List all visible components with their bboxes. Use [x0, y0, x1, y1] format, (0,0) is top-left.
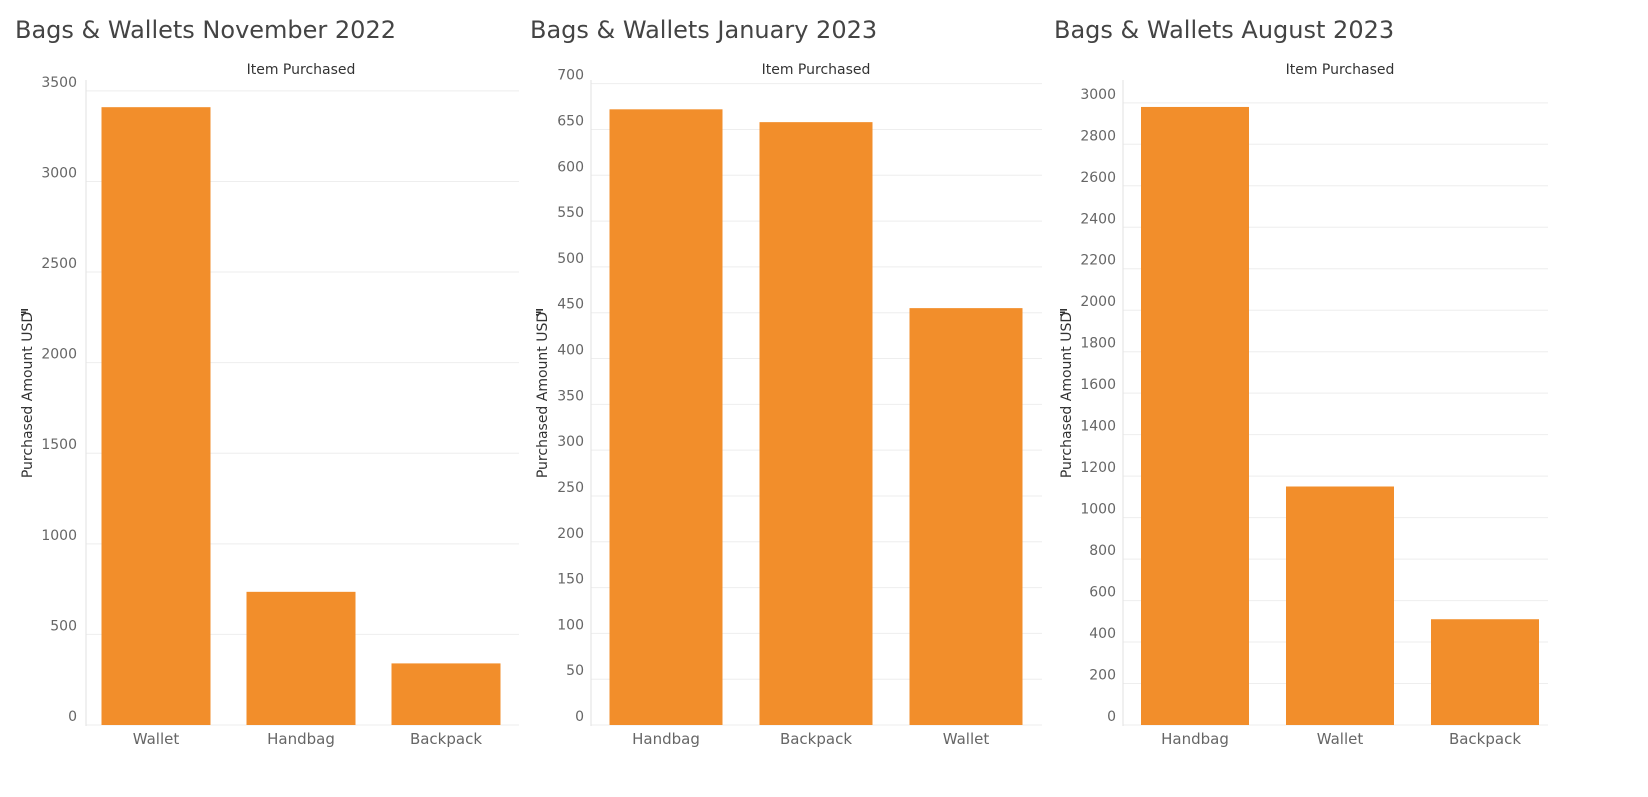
y-tick-label: 200 [557, 526, 584, 542]
y-tick-label: 450 [557, 297, 584, 313]
y-tick-label: 400 [557, 343, 584, 359]
x-category-label[interactable]: Handbag [1161, 730, 1229, 748]
y-tick-label: 1600 [1080, 377, 1116, 393]
bar-chart-nov-2022: 0 500 1000 1500 2000 2500 3000 3500 Wallet Handb… [20, 62, 519, 748]
y-tick-label: 500 [50, 618, 77, 634]
x-category-label[interactable]: Wallet [943, 730, 990, 748]
y-tick-label: 3500 [41, 75, 77, 91]
y-tick-label: 600 [557, 159, 584, 175]
x-category-label[interactable]: Wallet [133, 730, 180, 748]
bar-chart-aug-2023: 0 200 400 600 800 1000 1200 1400 1600 1800 2000 220… [1059, 62, 1548, 748]
bar-backpack[interactable] [1431, 619, 1539, 725]
y-tick-label: 50 [566, 663, 584, 679]
y-tick-label: 2000 [1080, 294, 1116, 310]
column-header[interactable]: Item Purchased [247, 62, 356, 78]
y-tick-label: 1000 [1080, 502, 1116, 518]
x-category-label[interactable]: Handbag [267, 730, 335, 748]
y-tick-label: 2600 [1080, 170, 1116, 186]
y-tick-label: 2000 [41, 347, 77, 363]
x-category-label[interactable]: Wallet [1317, 730, 1364, 748]
x-category-label[interactable]: Handbag [632, 730, 700, 748]
chart-title: Bags & Wallets August 2023 [1054, 16, 1395, 44]
sort-icon[interactable] [536, 309, 543, 316]
bar-chart-jan-2023: 0 50 100 150 200 250 300 350 400 450 500 550 600 650 7… [535, 62, 1042, 748]
y-tick-label: 0 [1107, 709, 1116, 725]
y-tick-label: 550 [557, 205, 584, 221]
y-tick-label: 700 [557, 68, 584, 84]
bar-handbag[interactable] [246, 591, 356, 725]
y-tick-label: 650 [557, 113, 584, 129]
bar-wallet[interactable] [101, 107, 211, 726]
chart-panel-nov-2022: Bags & Wallets November 2022 0 500 1000 150… [15, 0, 525, 797]
bar-handbag[interactable] [1141, 106, 1249, 725]
y-tick-label: 1200 [1080, 460, 1116, 476]
y-tick-label: 3000 [1080, 87, 1116, 103]
x-category-label[interactable]: Backpack [780, 730, 852, 748]
y-tick-label: 2400 [1080, 211, 1116, 227]
y-tick-label: 2200 [1080, 253, 1116, 269]
y-tick-label: 0 [68, 709, 77, 725]
chart-panel-aug-2023: Bags & Wallets August 2023 0 200 400 600 800… [1054, 0, 1548, 797]
y-tick-label: 100 [557, 617, 584, 633]
column-header[interactable]: Item Purchased [1286, 62, 1395, 78]
bar-backpack[interactable] [759, 122, 873, 725]
bar-wallet[interactable] [909, 308, 1023, 725]
chart-title: Bags & Wallets January 2023 [530, 16, 878, 44]
sort-icon[interactable] [21, 309, 28, 316]
y-tick-label: 0 [575, 709, 584, 725]
chart-title: Bags & Wallets November 2022 [15, 16, 396, 44]
x-category-label[interactable]: Backpack [410, 730, 482, 748]
bar-handbag[interactable] [609, 109, 723, 726]
column-header[interactable]: Item Purchased [762, 62, 871, 78]
y-tick-label: 500 [557, 251, 584, 267]
y-axis-label[interactable]: Purchased Amount USD [20, 312, 36, 478]
y-axis-label[interactable]: Purchased Amount USD [535, 312, 551, 478]
sort-icon[interactable] [1060, 309, 1067, 316]
bar-backpack[interactable] [391, 663, 501, 725]
chart-panel-jan-2023: Bags & Wallets January 2023 0 50 100 150 200… [530, 0, 1045, 797]
y-tick-label: 1500 [41, 437, 77, 453]
y-axis-label[interactable]: Purchased Amount USD [1059, 312, 1075, 478]
y-tick-label: 1400 [1080, 419, 1116, 435]
y-tick-label: 1800 [1080, 336, 1116, 352]
y-tick-label: 250 [557, 480, 584, 496]
y-tick-label: 350 [557, 388, 584, 404]
y-tick-label: 600 [1089, 585, 1116, 601]
y-tick-label: 200 [1089, 668, 1116, 684]
y-tick-label: 800 [1089, 543, 1116, 559]
y-tick-label: 400 [1089, 626, 1116, 642]
y-tick-label: 300 [557, 434, 584, 450]
y-tick-label: 2800 [1080, 128, 1116, 144]
bar-wallet[interactable] [1286, 486, 1394, 725]
y-tick-label: 150 [557, 572, 584, 588]
y-tick-label: 1000 [41, 528, 77, 544]
y-tick-label: 3000 [41, 165, 77, 181]
x-category-label[interactable]: Backpack [1449, 730, 1521, 748]
y-tick-label: 2500 [41, 256, 77, 272]
